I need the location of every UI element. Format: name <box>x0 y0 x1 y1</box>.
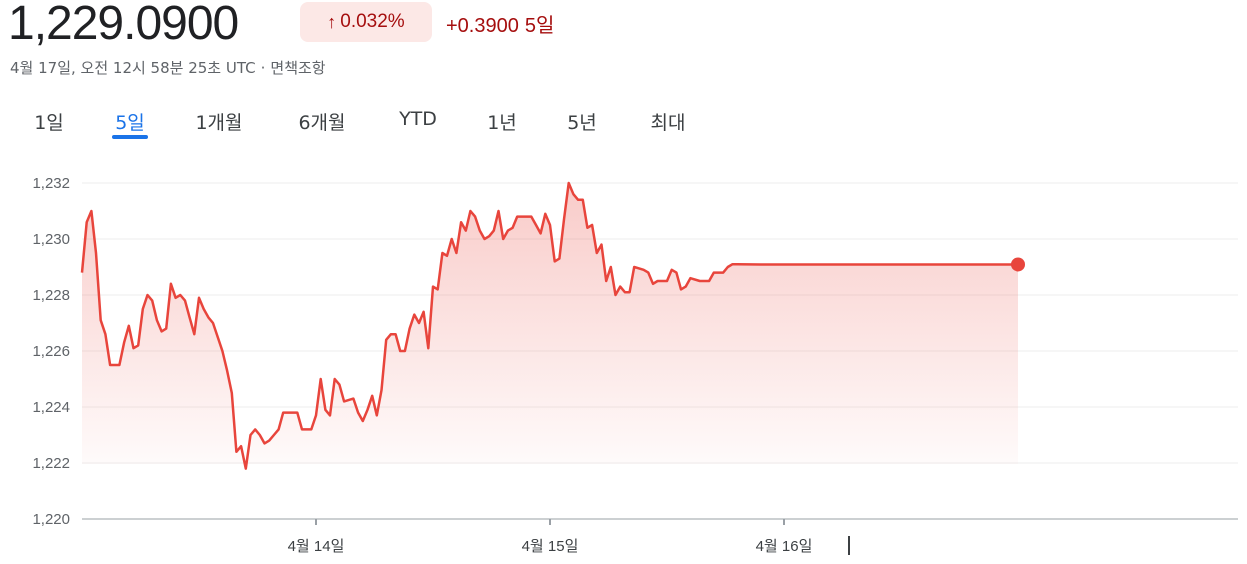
last-price-dot[interactable] <box>1011 257 1025 272</box>
change-absolute-group: +0.3900 5일 <box>446 9 554 38</box>
y-tick-label: 1,220 <box>32 511 70 528</box>
change-percent: 0.032% <box>340 11 405 32</box>
price-line <box>80 181 1018 470</box>
y-tick-label: 1,224 <box>32 399 70 416</box>
tab-1y[interactable]: 1년 <box>487 112 517 134</box>
tab-ytd[interactable]: YTD <box>399 108 437 130</box>
y-tick-label: 1,226 <box>32 343 70 360</box>
tab-5d[interactable]: 5일 <box>115 112 145 134</box>
meta-separator: · <box>260 59 266 77</box>
y-tick-label: 1,222 <box>32 455 70 472</box>
y-axis-labels: 1,220 1,222 1,224 1,226 1,228 1,230 1,232 <box>32 175 70 528</box>
tab-1m[interactable]: 1개월 <box>195 112 243 134</box>
x-tick-label: 4월 14일 <box>288 538 345 555</box>
x-tick-label: 4월 15일 <box>522 538 579 555</box>
y-tick-label: 1,230 <box>32 231 70 248</box>
quote-meta: 4월 17일, 오전 12시 58분 25초 UTC · 면책조항 <box>10 57 326 78</box>
change-percent-badge: ↑ 0.032% <box>300 2 432 42</box>
disclaimer-link[interactable]: 면책조항 <box>270 59 326 77</box>
y-tick-label: 1,228 <box>32 287 70 304</box>
change-absolute: +0.3900 <box>446 15 519 37</box>
timestamp: 4월 17일, 오전 12시 58분 25초 UTC <box>10 59 256 77</box>
x-tick-label: 4월 16일 <box>756 538 813 555</box>
change-period: 5일 <box>524 15 555 37</box>
arrow-up-icon: ↑ <box>327 11 337 32</box>
tab-5y[interactable]: 5년 <box>567 112 597 134</box>
tab-6m[interactable]: 6개월 <box>298 112 346 134</box>
current-price: 1,229.0900 <box>8 0 239 50</box>
tab-max[interactable]: 최대 <box>650 112 686 134</box>
range-tabs: 1일 5일 1개월 6개월 YTD 1년 5년 최대 <box>0 104 760 144</box>
y-tick-label: 1,232 <box>32 175 70 192</box>
x-axis-ticks: 4월 14일 4월 15일 4월 16일 <box>288 519 813 555</box>
active-tab-indicator <box>112 135 148 139</box>
price-area-fill <box>82 183 1018 469</box>
tab-1d[interactable]: 1일 <box>34 112 64 134</box>
